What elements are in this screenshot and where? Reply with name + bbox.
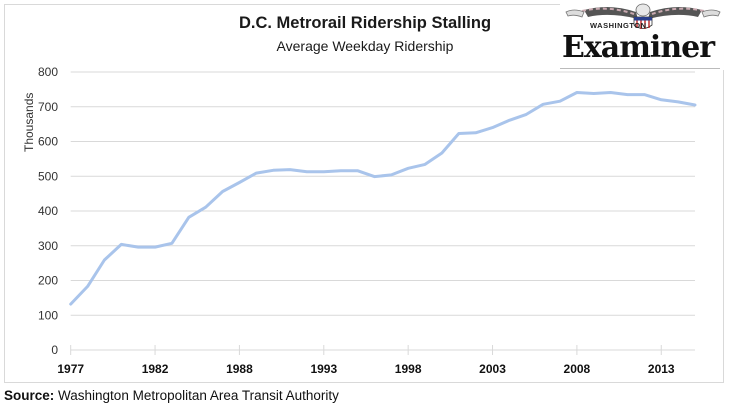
data-point-1990 — [272, 169, 275, 172]
data-point-1991 — [289, 168, 292, 171]
y-tick-label: 800 — [38, 65, 58, 79]
y-tick-label: 300 — [38, 239, 58, 253]
data-point-1997 — [390, 173, 393, 176]
data-point-2014 — [677, 100, 680, 103]
data-point-2012 — [643, 93, 646, 96]
data-point-1994 — [339, 169, 342, 172]
y-tick-label: 200 — [38, 274, 58, 288]
data-point-1993 — [322, 170, 325, 173]
data-point-1982 — [154, 246, 157, 249]
source-label: Source: — [4, 388, 55, 403]
data-point-1992 — [305, 170, 308, 173]
y-tick-label: 500 — [38, 169, 58, 183]
washington-examiner-logo: WASHINGTON Examiner — [560, 0, 726, 70]
y-tick-label: 600 — [38, 135, 58, 149]
logo-rule — [560, 68, 720, 69]
data-point-1995 — [356, 169, 359, 172]
data-point-1998 — [407, 167, 410, 170]
data-point-2000 — [440, 151, 443, 154]
data-point-1999 — [424, 163, 427, 166]
data-point-2004 — [508, 119, 511, 122]
data-point-2009 — [592, 92, 595, 95]
x-tick-label: 1977 — [57, 362, 84, 376]
data-point-2010 — [609, 91, 612, 94]
data-point-1979 — [103, 258, 106, 261]
data-point-1986 — [204, 206, 207, 209]
data-point-1977 — [69, 303, 72, 306]
data-point-2003 — [491, 126, 494, 129]
data-point-2011 — [626, 93, 629, 96]
eagle-icon — [565, 3, 721, 29]
data-point-1987 — [221, 190, 224, 193]
y-tick-label: 100 — [38, 308, 58, 322]
chart-title: D.C. Metrorail Ridership Stalling — [238, 14, 492, 32]
data-point-1978 — [86, 285, 89, 288]
x-tick-label: 1993 — [310, 362, 337, 376]
x-tick-label: 2003 — [479, 362, 506, 376]
x-tick-label: 1988 — [226, 362, 253, 376]
data-point-1980 — [120, 243, 123, 246]
source-note: Source: Washington Metropolitan Area Tra… — [4, 388, 339, 403]
data-point-2002 — [474, 131, 477, 134]
logo-examiner-text: Examiner — [562, 30, 715, 65]
data-point-1996 — [373, 175, 376, 178]
data-point-2007 — [559, 100, 562, 103]
data-point-2008 — [575, 91, 578, 94]
data-point-1988 — [238, 181, 241, 184]
x-tick-label: 1982 — [142, 362, 169, 376]
x-tick-label: 1998 — [395, 362, 422, 376]
source-text: Washington Metropolitan Area Transit Aut… — [58, 388, 339, 403]
data-point-2005 — [525, 113, 528, 116]
data-point-2015 — [694, 104, 697, 107]
data-point-2001 — [457, 132, 460, 135]
y-tick-label: 700 — [38, 100, 58, 114]
data-point-1985 — [187, 216, 190, 219]
y-tick-label: 400 — [38, 204, 58, 218]
chart-subtitle: Average Weekday Ridership — [276, 38, 454, 54]
series-line-0 — [69, 91, 697, 306]
data-point-1981 — [137, 246, 140, 249]
data-point-2006 — [542, 103, 545, 106]
y-tick-label: 0 — [51, 343, 58, 357]
x-tick-label: 2013 — [648, 362, 675, 376]
logo-washington-text: WASHINGTON — [590, 21, 647, 30]
data-point-2013 — [660, 98, 663, 101]
data-point-1989 — [255, 172, 258, 175]
data-point-1984 — [170, 242, 173, 245]
x-tick-label: 2008 — [564, 362, 591, 376]
